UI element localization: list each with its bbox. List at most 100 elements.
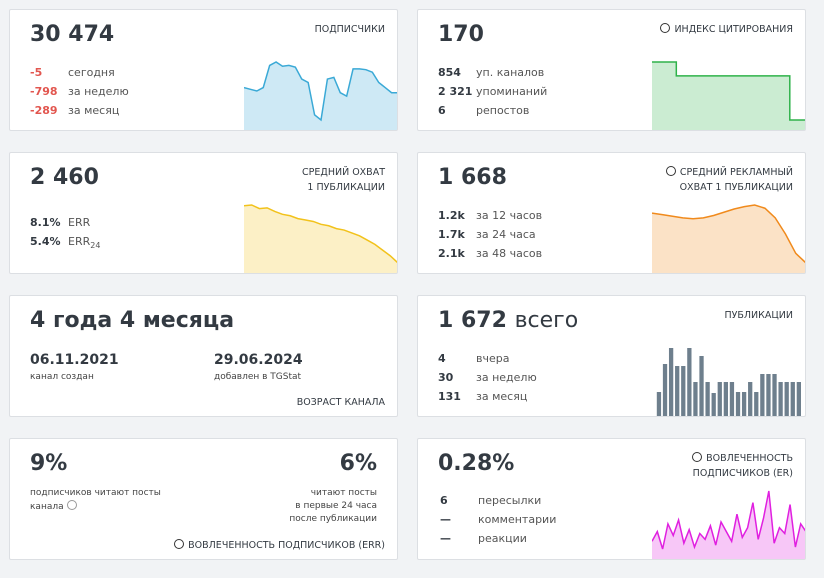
card: 9% 6% подписчиков читают посты канала чит… (9, 438, 398, 560)
line: после публикации (289, 514, 377, 524)
card-label: СРЕДНИЙ РЕКЛАМНЫЙ ОХВАТ 1 ПУБЛИКАЦИИ (665, 165, 793, 195)
caption: подписчиков читают посты канала (30, 487, 161, 514)
stat-value: 2.1k (438, 247, 465, 260)
bar (741, 392, 747, 416)
stat-value: 2 321 (438, 85, 473, 98)
stat-value: 6 (440, 494, 448, 507)
sparkline (652, 204, 805, 273)
bar (675, 366, 680, 416)
bar (687, 348, 692, 416)
stats: -5 сегодня -798 за неделю -289 за месяц (30, 63, 129, 120)
card: 30 474 ПОДПИСЧИКИ -5 сегодня -798 за неделю… (9, 9, 398, 131)
label: ВОВЛЕЧЕННОСТЬ (706, 453, 793, 464)
area-fill (244, 205, 397, 273)
bar (735, 392, 741, 416)
metric: 1 668 (438, 165, 507, 190)
stat-row: 1.7k за 24 часа (438, 225, 542, 244)
stats: 6 пересылки — комментарии — реакции (440, 491, 556, 548)
bar (705, 382, 710, 416)
stat-value: -798 (30, 85, 58, 98)
stat-label: ERR (68, 235, 91, 248)
stat-row: 131 за месяц (438, 387, 537, 406)
stat-label: сегодня (68, 66, 115, 79)
date: 29.06.2024 добавлен в TGStat (214, 352, 303, 384)
bar (748, 382, 753, 416)
stat-label: за месяц (68, 104, 120, 117)
metric: 4 года 4 месяца (30, 308, 235, 333)
bar (723, 382, 728, 416)
stats: 1.2k за 12 часов 1.7k за 24 часа 2.1k за 48 ч… (438, 206, 542, 263)
bar (699, 356, 704, 416)
stat-label: реакции (478, 532, 527, 545)
bar (766, 374, 771, 416)
stat-value: 4 (438, 352, 446, 365)
area-fill (244, 62, 397, 130)
metric: 1 672 всего (438, 308, 578, 333)
bar (772, 374, 777, 416)
stat-label: уп. каналов (476, 66, 545, 79)
line (652, 204, 805, 264)
stats: 8.1% ERR 5.4% ERR24 (30, 213, 100, 255)
label: ОХВАТ 1 ПУБЛИКАЦИИ (679, 182, 793, 193)
label: 1 ПУБЛИКАЦИИ (307, 182, 385, 193)
card: 2 460 СРЕДНИЙ ОХВАТ 1 ПУБЛИКАЦИИ 8.1% ERR 5… (9, 152, 398, 274)
bar (668, 348, 674, 416)
metric: 6% (339, 451, 377, 476)
stat-value: 1.7k (438, 228, 465, 241)
stats: 854 уп. каналов 2 321 упоминаний 6 репостов (438, 63, 547, 120)
bar (796, 382, 801, 416)
card: 170 ИНДЕКС ЦИТИРОВАНИЯ 854 уп. каналов 2 3… (417, 9, 806, 131)
stat-row: 5.4% ERR24 (30, 232, 100, 255)
stat-row: -289 за месяц (30, 101, 129, 120)
card: 1 668 СРЕДНИЙ РЕКЛАМНЫЙ ОХВАТ 1 ПУБЛИКАЦИ… (417, 152, 806, 274)
stat-value: 6 (438, 104, 446, 117)
bar (662, 364, 668, 416)
stat-label: комментарии (478, 513, 557, 526)
stat-value: — (440, 532, 451, 545)
caption: читают посты в первые 24 часа после публик… (289, 487, 377, 526)
sparkline (244, 61, 397, 130)
stat-row: 30 за неделю (438, 368, 537, 387)
bar (717, 382, 722, 416)
stat-value: 1.2k (438, 209, 465, 222)
stat-row: 6 репостов (438, 101, 547, 120)
card: 0.28% ВОВЛЕЧЕННОСТЬ ПОДПИСЧИКОВ (ER) 6 пер… (417, 438, 806, 560)
sparkline (244, 204, 397, 273)
card: 4 года 4 месяца 06.11.2021 канал создан 2… (9, 295, 398, 417)
stat-label: за месяц (476, 390, 528, 403)
stat-row: 854 уп. каналов (438, 63, 547, 82)
stat-label: за неделю (68, 85, 129, 98)
bar (778, 382, 783, 416)
stat-label: за неделю (476, 371, 537, 384)
line (244, 204, 397, 264)
metric: 0.28% (438, 451, 515, 476)
line: канала (30, 502, 64, 512)
area-fill (652, 491, 805, 559)
stat-value: 131 (438, 390, 461, 403)
metric: 170 (438, 22, 484, 47)
label: СРЕДНИЙ ОХВАТ (302, 167, 385, 178)
stat-label: за 24 часа (476, 228, 536, 241)
stat-value: -5 (30, 66, 43, 79)
card-label: ИНДЕКС ЦИТИРОВАНИЯ (660, 22, 793, 37)
stats: 4 вчера 30 за неделю 131 за месяц (438, 349, 537, 406)
bar (784, 382, 789, 416)
line: в первые 24 часа (295, 501, 377, 511)
stat-row: 2 321 упоминаний (438, 82, 547, 101)
stat-value: — (440, 513, 451, 526)
stat-row: 4 вчера (438, 349, 537, 368)
card-label: СРЕДНИЙ ОХВАТ 1 ПУБЛИКАЦИИ (302, 165, 385, 195)
bar (711, 393, 716, 416)
bar (656, 392, 662, 416)
stat-label: за 12 часов (476, 209, 543, 222)
bar (729, 382, 735, 416)
metric: 9% (30, 451, 68, 476)
value: 1 672 (438, 308, 507, 333)
stat-row: -5 сегодня (30, 63, 129, 82)
stat-row: 1.2k за 12 часов (438, 206, 542, 225)
stat-label: упоминаний (476, 85, 548, 98)
date-value: 29.06.2024 (214, 352, 303, 368)
metric: 30 474 (30, 22, 115, 47)
line (652, 61, 805, 121)
stat-value: 5.4% (30, 235, 61, 248)
